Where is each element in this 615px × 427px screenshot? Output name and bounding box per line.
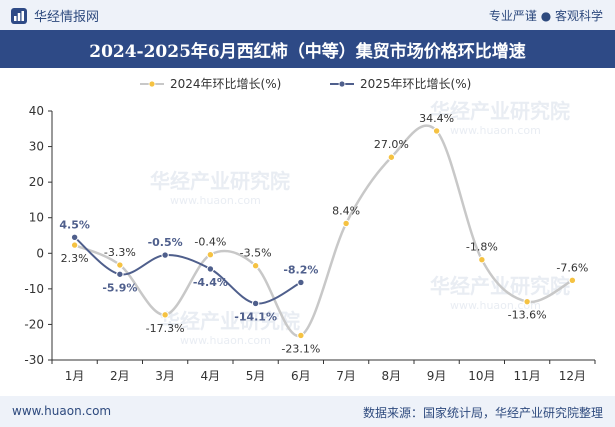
watermark-url: www.huaon.com <box>450 299 541 312</box>
data-source: 数据来源：国家统计局，华经产业研究院整理 <box>362 406 603 420</box>
series-2-data-label: -4.4% <box>193 276 228 289</box>
axes: 40 30 20 10 0 -10 -20 -30 1月 2月 3月 4月 5月 6月 7月 8月 9月 10月 1… <box>24 104 596 383</box>
series-2-data-label: -8.2% <box>283 263 318 276</box>
legend-label-1: 2024年环比增长(%) <box>170 77 281 91</box>
series-2-point <box>161 251 169 259</box>
brand-logo-icon <box>11 7 27 24</box>
series-1-point <box>251 262 260 270</box>
y-tick-label: 30 <box>29 140 44 154</box>
x-tick-label: 5月 <box>246 369 266 383</box>
series-1-point <box>432 127 441 135</box>
series-1-point <box>523 297 531 306</box>
y-tick-label: -30 <box>24 353 44 367</box>
watermark-text: 华经产业研究院 <box>430 99 570 123</box>
watermark-url: www.huaon.com <box>180 334 271 347</box>
series-1-point <box>116 261 124 269</box>
title-bar: 2024-2025年6月西红柿（中等）集贸市场价格环比增速 <box>0 30 615 68</box>
series-2-data-label: -5.9% <box>102 281 137 294</box>
legend-marker-2 <box>338 80 346 88</box>
x-tick-label: 7月 <box>336 369 356 383</box>
y-tick-label: -10 <box>24 282 44 296</box>
x-tick-label: 12月 <box>559 369 586 383</box>
series-line-2 <box>73 236 302 305</box>
series-2-data-label: 4.5% <box>59 218 90 231</box>
series-lines <box>70 124 577 340</box>
site-url[interactable]: www.huaon.com <box>12 404 112 418</box>
y-tick-label: 0 <box>36 246 44 260</box>
top-bar: 华经情报网 专业严谨 ● 客观科学 <box>0 0 615 30</box>
watermark-text: 华经产业研究院 <box>150 169 290 193</box>
y-tick-label: 20 <box>29 175 44 189</box>
series-1-data-label: -7.6% <box>556 261 588 274</box>
line-chart: 华经产业研究院www.huaon.com华经产业研究院www.huaon.com… <box>24 77 596 383</box>
x-tick-label: 9月 <box>427 369 447 383</box>
series-1-point <box>568 276 577 285</box>
series-1-point <box>387 153 396 161</box>
series-1-data-label: -3.3% <box>104 246 136 259</box>
y-tick-label: 40 <box>29 104 44 118</box>
series-1-point <box>206 251 215 259</box>
x-tick-label: 8月 <box>382 369 402 383</box>
chart-title: 2024-2025年6月西红柿（中等）集贸市场价格环比增速 <box>89 41 526 62</box>
series-2-data-label: -0.5% <box>148 236 183 249</box>
legend-marker-1 <box>148 80 156 88</box>
series-1-data-label: 2.3% <box>61 252 89 265</box>
series-1-data-label: -0.4% <box>194 236 226 249</box>
series-2-point <box>297 278 305 287</box>
brand[interactable]: 华经情报网 <box>10 6 99 25</box>
series-1-point <box>342 219 350 228</box>
x-tick-label: 3月 <box>155 369 175 383</box>
x-tick-label: 6月 <box>291 369 311 383</box>
y-tick-label: 10 <box>29 211 44 225</box>
series-1-data-label: -17.3% <box>146 322 185 335</box>
x-tick-label: 1月 <box>65 369 85 383</box>
series-2-point <box>70 233 79 241</box>
series-1-data-label: -1.8% <box>466 241 498 254</box>
series-1-data-label: -3.5% <box>240 247 272 260</box>
series-1-data-label: 8.4% <box>332 204 360 217</box>
tagline: 专业严谨 ● 客观科学 <box>488 9 603 23</box>
y-tick-label: -20 <box>24 317 44 331</box>
series-2-point <box>206 265 215 273</box>
watermark-url: www.huaon.com <box>450 124 541 137</box>
x-tick-label: 2月 <box>110 369 130 383</box>
series-1-point <box>70 241 79 249</box>
brand-name: 华经情报网 <box>34 10 100 25</box>
x-tick-label: 10月 <box>468 369 495 383</box>
series-1-point <box>478 255 486 264</box>
series-1-data-label: -23.1% <box>281 342 320 355</box>
footer-bar: www.huaon.com 数据来源：国家统计局，华经产业研究院整理 <box>0 396 615 427</box>
series-1-point <box>297 331 305 340</box>
series-1-point <box>161 311 169 319</box>
legend: 2024年环比增长(%) 2025年环比增长(%) <box>140 77 471 91</box>
series-2-point <box>116 270 124 278</box>
x-tick-label: 4月 <box>201 369 221 383</box>
series-1-data-label: 27.0% <box>374 138 409 151</box>
series-2-point <box>251 299 260 308</box>
watermark-url: www.huaon.com <box>170 194 261 207</box>
x-tick-label: 11月 <box>513 369 540 383</box>
series-2-data-label: -14.1% <box>234 310 277 323</box>
data-labels: 2.3% -3.3% -17.3% -0.4% -3.5% -23.1% 8.4% 27.0%… <box>59 112 588 356</box>
legend-label-2: 2025年环比增长(%) <box>360 77 471 91</box>
series-1-data-label: 34.4% <box>419 112 454 125</box>
series-1-data-label: -13.6% <box>508 309 547 322</box>
watermark-text: 华经产业研究院 <box>160 309 300 333</box>
